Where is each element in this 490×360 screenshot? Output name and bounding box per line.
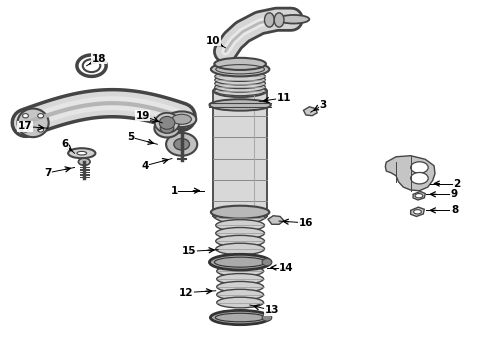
Ellipse shape <box>274 13 284 27</box>
Text: 12: 12 <box>179 288 194 297</box>
Text: 3: 3 <box>319 100 326 110</box>
Ellipse shape <box>262 314 272 321</box>
Ellipse shape <box>159 116 175 129</box>
Ellipse shape <box>211 206 270 219</box>
Ellipse shape <box>216 220 265 231</box>
Ellipse shape <box>78 158 90 165</box>
Text: 16: 16 <box>298 218 313 228</box>
Ellipse shape <box>160 123 174 133</box>
Text: 10: 10 <box>206 36 220 46</box>
Text: 6: 6 <box>61 139 68 149</box>
Ellipse shape <box>217 274 264 284</box>
Ellipse shape <box>211 62 270 76</box>
Ellipse shape <box>154 119 180 138</box>
Text: 5: 5 <box>127 132 134 142</box>
Ellipse shape <box>209 99 271 111</box>
Ellipse shape <box>215 75 266 85</box>
Ellipse shape <box>166 133 197 156</box>
Ellipse shape <box>262 258 272 266</box>
Text: 15: 15 <box>182 247 196 256</box>
Text: 1: 1 <box>171 186 178 196</box>
Ellipse shape <box>215 86 266 96</box>
Ellipse shape <box>167 111 196 127</box>
Ellipse shape <box>213 209 267 222</box>
Bar <box>213 91 267 216</box>
Ellipse shape <box>18 109 49 137</box>
Ellipse shape <box>215 71 266 81</box>
Ellipse shape <box>68 148 96 158</box>
Ellipse shape <box>265 13 274 27</box>
Ellipse shape <box>38 114 44 118</box>
Ellipse shape <box>217 297 264 308</box>
Ellipse shape <box>278 15 309 23</box>
Ellipse shape <box>209 254 271 270</box>
Ellipse shape <box>38 128 44 132</box>
Text: 9: 9 <box>451 189 458 199</box>
Text: 8: 8 <box>451 205 458 215</box>
Text: 11: 11 <box>277 93 291 103</box>
Text: 2: 2 <box>453 179 461 189</box>
Text: 17: 17 <box>18 121 32 131</box>
Text: 19: 19 <box>136 111 150 121</box>
Ellipse shape <box>216 228 265 239</box>
Ellipse shape <box>217 266 264 276</box>
Ellipse shape <box>23 114 28 118</box>
Ellipse shape <box>155 113 179 133</box>
Ellipse shape <box>213 84 267 97</box>
Polygon shape <box>413 192 425 200</box>
Polygon shape <box>385 156 435 191</box>
Ellipse shape <box>415 194 423 198</box>
Ellipse shape <box>414 210 421 214</box>
Ellipse shape <box>174 139 190 150</box>
Ellipse shape <box>172 114 192 124</box>
Text: 18: 18 <box>92 54 106 64</box>
Ellipse shape <box>77 152 87 155</box>
Ellipse shape <box>215 78 266 89</box>
Ellipse shape <box>217 289 264 300</box>
Ellipse shape <box>210 310 270 325</box>
Ellipse shape <box>23 128 28 132</box>
Ellipse shape <box>217 282 264 292</box>
Polygon shape <box>268 216 284 224</box>
Ellipse shape <box>216 212 265 223</box>
Polygon shape <box>303 107 317 116</box>
Ellipse shape <box>215 82 266 92</box>
Ellipse shape <box>411 172 428 184</box>
Ellipse shape <box>214 58 266 70</box>
Text: 4: 4 <box>142 161 149 171</box>
Text: 7: 7 <box>44 168 51 178</box>
Ellipse shape <box>216 235 265 247</box>
Ellipse shape <box>411 162 428 173</box>
Text: 14: 14 <box>279 262 294 273</box>
Polygon shape <box>411 207 424 216</box>
Text: 13: 13 <box>265 305 279 315</box>
Ellipse shape <box>216 243 265 255</box>
